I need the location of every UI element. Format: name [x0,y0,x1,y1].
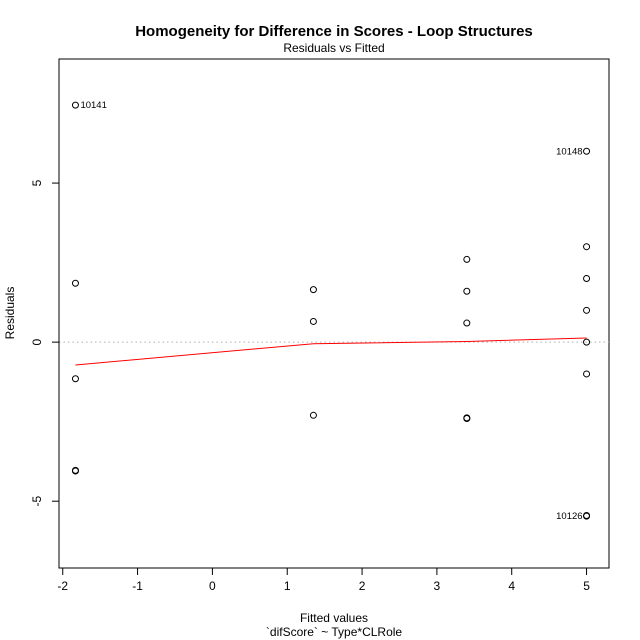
x-tick-label: 4 [508,579,515,593]
data-point [71,467,79,475]
x-tick-label: 3 [434,579,441,593]
chart-subtitle: Residuals vs Fitted [283,41,384,55]
y-tick-label: 5 [30,179,44,186]
x-tick-label: 2 [359,579,366,593]
point-label: 10141 [80,100,106,111]
data-point [583,370,591,378]
data-point [309,411,317,419]
x-tick-label: 5 [583,579,590,593]
data-point [583,512,591,520]
data-point [583,275,591,283]
x-axis-sublabel: `difScore` ~ Type*CLRole [266,625,403,639]
data-point [463,319,471,327]
x-tick-label: 0 [209,579,216,593]
data-point [71,101,79,109]
x-axis-label: Fitted values [300,611,368,625]
x-tick-label: 1 [284,579,291,593]
data-point [71,279,79,287]
data-point [309,286,317,294]
data-point [463,255,471,263]
point-label: 10126 [556,511,582,522]
data-point [71,375,79,383]
data-point [583,338,591,346]
plot-frame [58,58,610,569]
chart-title: Homogeneity for Difference in Scores - L… [135,23,533,40]
y-tick-label: -5 [30,496,44,507]
point-label: 10148 [556,146,582,157]
data-point [463,287,471,295]
data-point [583,306,591,314]
y-axis-label: Residuals [3,287,17,340]
data-point [463,414,471,422]
y-tick-label: 0 [30,338,44,345]
data-point [583,147,591,155]
x-tick-label: -1 [132,579,143,593]
smoother-line [75,337,587,366]
data-point [583,243,591,251]
x-tick-label: -2 [57,579,68,593]
data-point [309,317,317,325]
